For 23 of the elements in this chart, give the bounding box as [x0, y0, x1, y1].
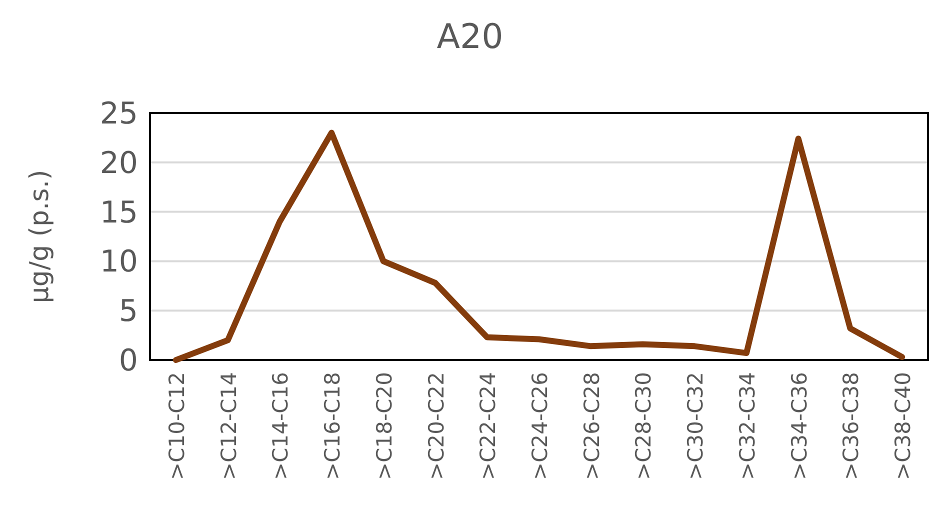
- x-tick-label: >C34-C36: [787, 372, 812, 480]
- y-tick-label: 10: [100, 244, 138, 280]
- y-axis-title: µg/g (p.s.): [25, 170, 55, 304]
- x-tick-label: >C26-C28: [580, 372, 604, 480]
- x-tick-label: >C14-C16: [268, 372, 293, 480]
- x-tick-label: >C30-C32: [684, 372, 708, 480]
- y-tick-label: 5: [118, 294, 138, 330]
- x-tick-label: >C20-C22: [424, 372, 448, 480]
- y-tick-label: 20: [100, 146, 138, 181]
- chart-title: A20: [436, 17, 504, 57]
- x-tick-label: >C32-C34: [735, 372, 760, 480]
- y-tick-label: 15: [100, 195, 138, 230]
- y-tick-label: 25: [100, 96, 138, 132]
- x-tick-label: >C28-C30: [632, 372, 656, 480]
- x-tick-label: >C36-C38: [839, 372, 864, 480]
- x-tick-label: >C38-C40: [891, 372, 916, 480]
- x-tick-label: >C18-C20: [372, 372, 396, 480]
- y-tick-label: 0: [118, 344, 138, 378]
- x-tick-label: >C24-C26: [528, 372, 552, 480]
- x-tick-label: >C12-C14: [216, 372, 241, 480]
- x-tick-label: >C22-C24: [476, 372, 500, 480]
- x-tick-label: >C10-C12: [164, 372, 189, 480]
- x-tick-label: >C16-C18: [320, 372, 345, 480]
